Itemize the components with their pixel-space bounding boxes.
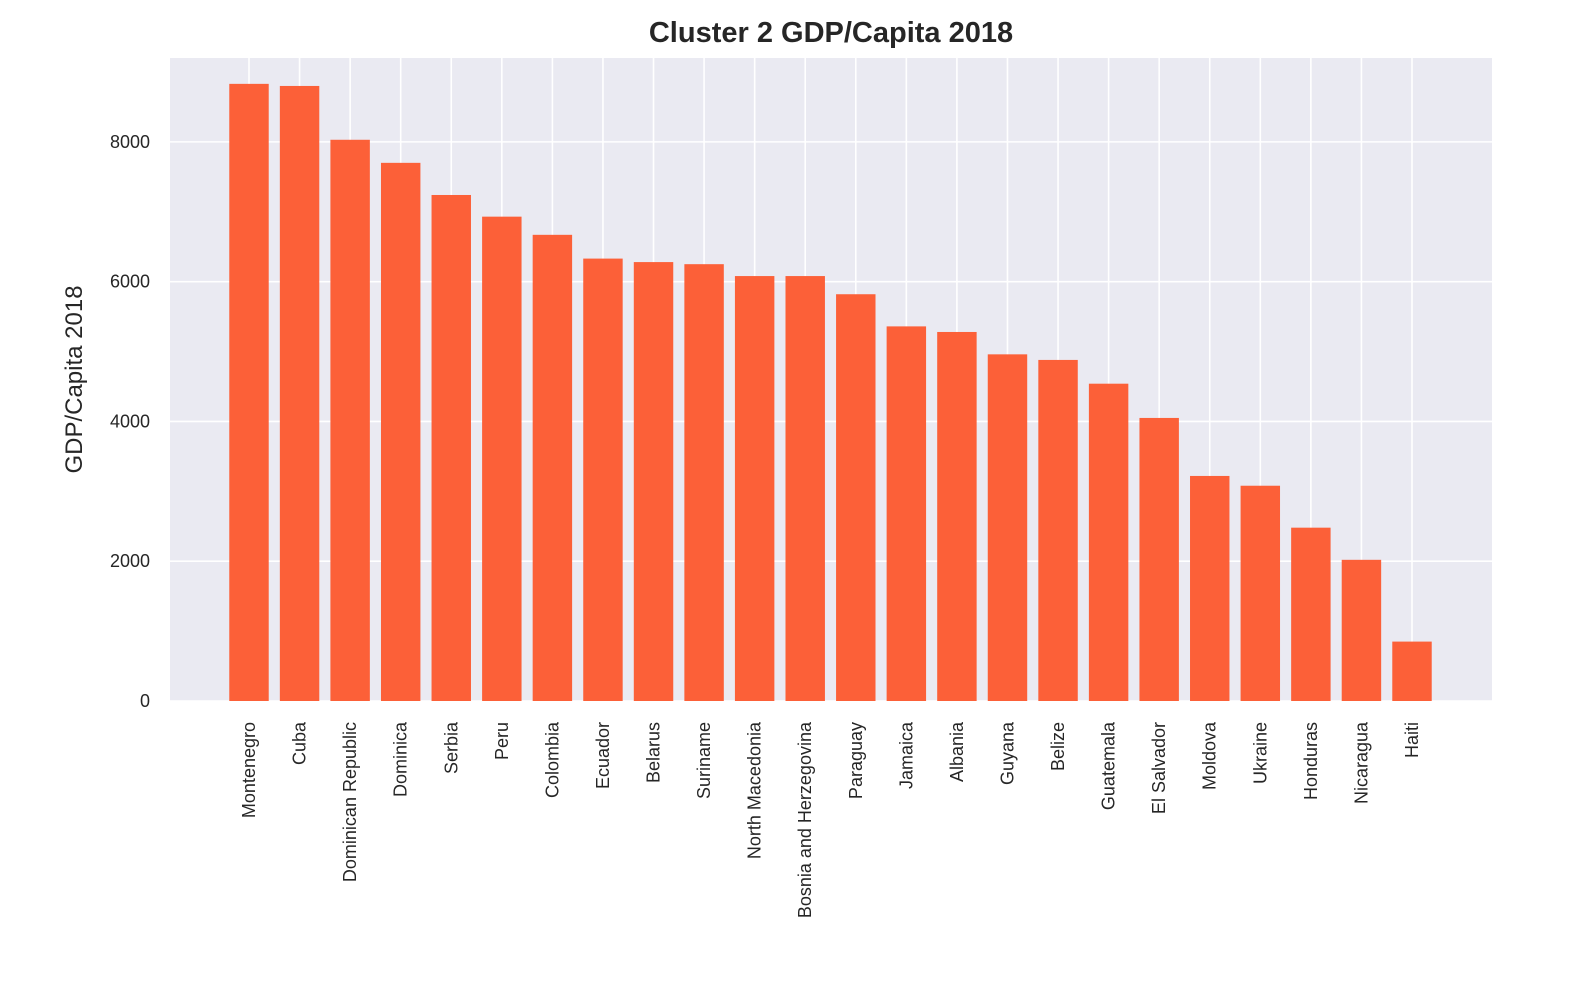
bar-dominica (380, 162, 421, 701)
x-tick-label: Honduras (1301, 722, 1321, 800)
x-tick-label: Jamaica (896, 721, 916, 789)
bar-north-macedonia (734, 276, 775, 701)
x-tick-label: Ukraine (1250, 722, 1270, 784)
x-tick-label: Serbia (441, 721, 461, 774)
x-tick-label: Nicaragua (1351, 721, 1371, 804)
bars (229, 83, 1432, 702)
bar-honduras (1291, 527, 1331, 701)
x-tick-label: Cuba (290, 721, 310, 765)
bar-paraguay (836, 294, 876, 701)
bar-guatemala (1088, 383, 1129, 701)
x-tick-label: Guyana (997, 721, 1017, 785)
x-tick-label: Albania (947, 721, 967, 782)
x-tick-label: Peru (492, 722, 512, 760)
x-tick-label: Suriname (694, 722, 714, 799)
y-axis-label: GDP/Capita 2018 (61, 285, 88, 473)
x-tick-label: Belarus (644, 722, 664, 783)
x-tick-label: Belize (1048, 722, 1068, 771)
bar-serbia (431, 194, 471, 702)
bar-haiti (1392, 641, 1432, 701)
bar-jamaica (886, 326, 927, 701)
bar-belize (1038, 359, 1078, 701)
bar-ecuador (583, 258, 623, 701)
bar-dominican-republic (330, 139, 370, 701)
x-tick-label: Dominica (391, 721, 411, 797)
chart-title: Cluster 2 GDP/Capita 2018 (649, 17, 1013, 49)
x-tick-label: Montenegro (239, 722, 259, 818)
bar-suriname (684, 264, 724, 701)
x-tick-label: Dominican Republic (340, 722, 360, 882)
x-tick-label: Guatemala (1099, 721, 1119, 810)
y-tick-labels: 0 2000 4000 6000 8000 (110, 132, 150, 711)
bar-cuba (279, 85, 320, 701)
bar-nicaragua (1341, 559, 1382, 701)
y-tick-label: 2000 (110, 551, 150, 571)
y-tick-label: 4000 (110, 411, 150, 431)
bar-colombia (532, 234, 573, 701)
y-tick-label: 6000 (110, 272, 150, 292)
x-tick-label: El Salvador (1149, 722, 1169, 814)
bar-guyana (987, 354, 1028, 701)
bar-albania (937, 331, 977, 701)
bar-peru (482, 216, 522, 701)
x-tick-label: North Macedonia (745, 721, 765, 859)
bar-ukraine (1240, 485, 1281, 701)
x-tick-label: Ecuador (593, 722, 613, 789)
x-tick-label: Moldova (1200, 721, 1220, 790)
x-tick-labels: Montenegro Cuba Dominican Republic Dominica… (239, 721, 1422, 918)
bar-belarus (633, 262, 674, 701)
bar-el-salvador (1139, 417, 1179, 701)
y-tick-label: 8000 (110, 132, 150, 152)
bar-bosnia-and-herzegovina (785, 276, 825, 701)
x-tick-label: Bosnia and Herzegovina (795, 721, 815, 918)
bar-montenegro (229, 83, 269, 701)
x-tick-label: Colombia (542, 721, 562, 798)
x-tick-label: Paraguay (846, 722, 866, 799)
bar-moldova (1190, 475, 1230, 701)
y-tick-label: 0 (140, 691, 150, 711)
x-tick-label: Haiti (1402, 722, 1422, 758)
